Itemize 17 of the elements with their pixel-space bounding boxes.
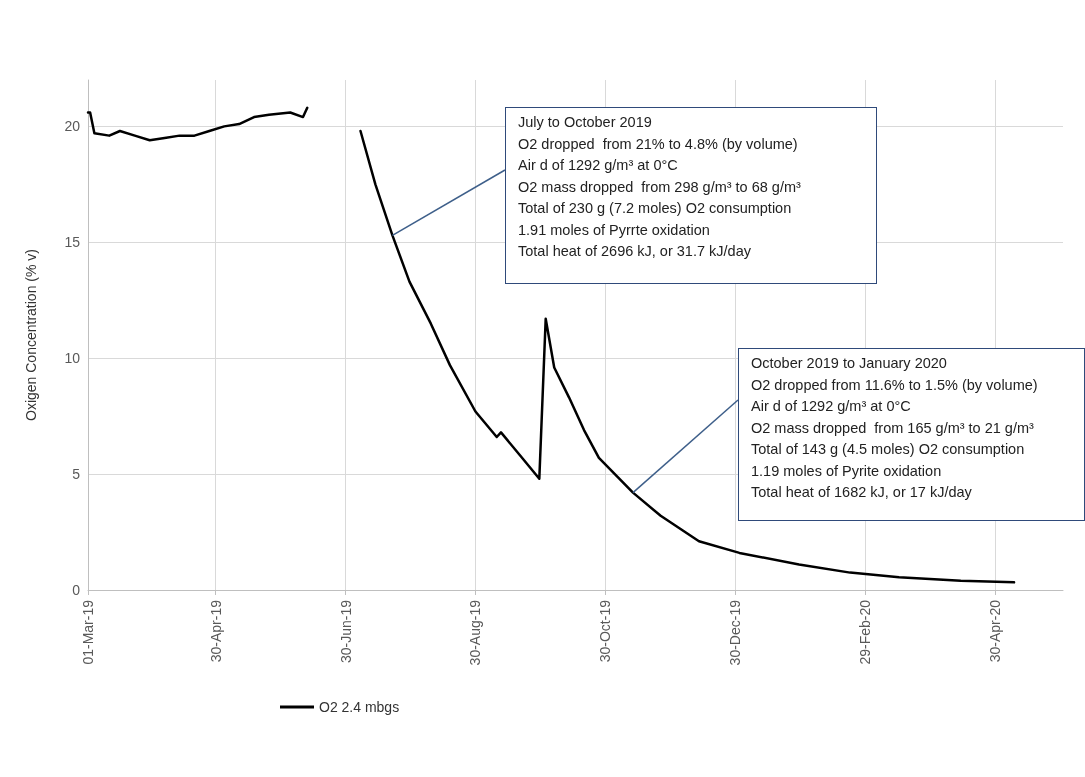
y-tick-label: 20: [64, 118, 81, 135]
callout-box: July to October 2019 O2 dropped from 21% to 4.8% (by volume) Air d of 1292 g/m³ at 0°C O2 mass dropped from 298 g/m³ to 68 g/m³ Total of 230 g (7.2 moles) O2 consumption 1.91 moles of Pyrrte oxidation Total heat of 2696 kJ, or 31.7 kJ/day: [505, 107, 877, 284]
x-tick-label: 30-Dec-19: [727, 599, 744, 666]
y-axis-title: Oxigen Concentration (% v): [23, 249, 39, 421]
x-tick-label: 30-Oct-19: [597, 599, 614, 663]
x-tick-label: 30-Aug-19: [467, 599, 484, 666]
y-tick-label: 0: [72, 582, 81, 598]
y-tick-label: 10: [64, 350, 81, 367]
x-tick-label: 30-Jun-19: [337, 599, 354, 664]
y-tick-label: 15: [64, 234, 81, 251]
x-tick-label: 30-Apr-19: [207, 599, 224, 663]
x-tick-label: 30-Apr-20: [986, 599, 1003, 663]
callout-box: October 2019 to January 2020 O2 dropped from 11.6% to 1.5% (by volume) Air d of 1292 g/m³ at 0°C O2 mass dropped from 165 g/m³ to 21 g/m³ Total of 143 g (4.5 moles) O2 consumption 1.19 moles of Pyrite oxidation Total heat of 1682 kJ, or 17 kJ/day: [738, 348, 1085, 521]
x-tick-label: 01-Mar-19: [80, 599, 96, 665]
legend-label: O2 2.4 mbgs: [319, 699, 400, 715]
x-tick-label: 29-Feb-20: [857, 599, 874, 665]
y-tick-label: 5: [72, 466, 81, 483]
